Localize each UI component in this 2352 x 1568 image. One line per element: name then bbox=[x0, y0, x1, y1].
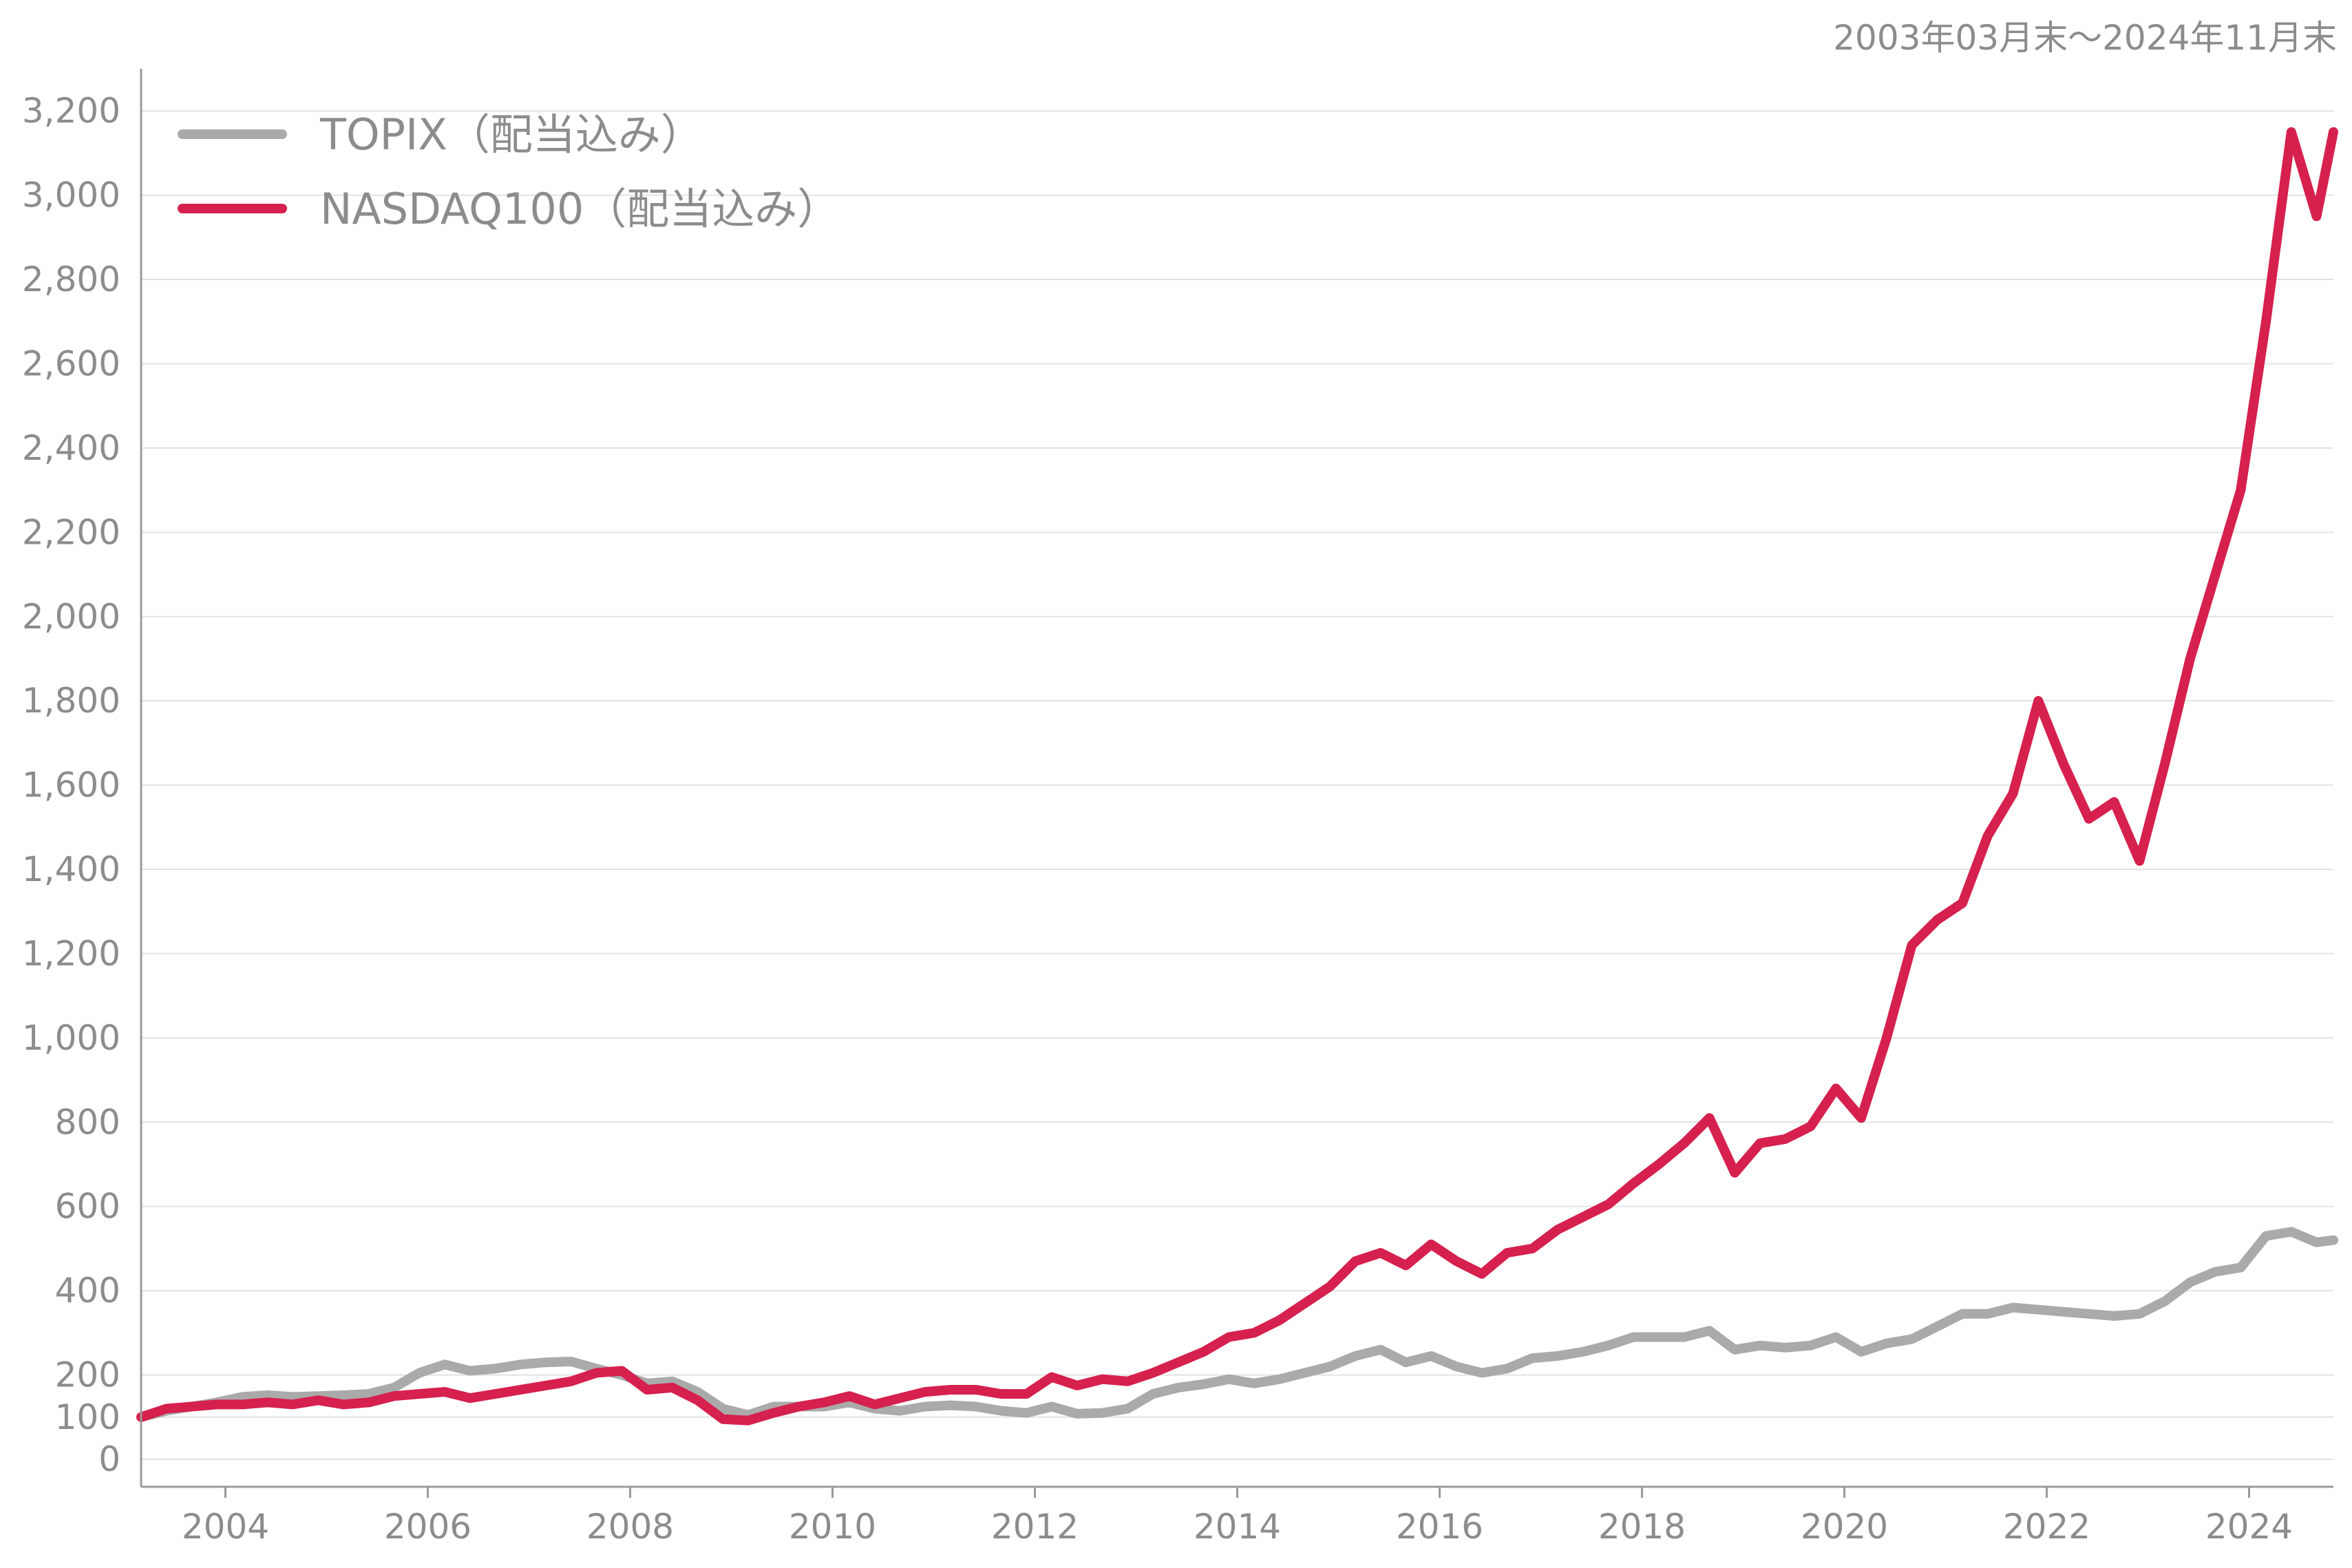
legend-label: NASDAQ100（配当込み） bbox=[320, 184, 840, 234]
x-tick-label: 2020 bbox=[1801, 1507, 1888, 1547]
y-tick-label: 1,600 bbox=[22, 765, 120, 805]
gridlines bbox=[141, 110, 2333, 1460]
series-line-topix bbox=[136, 1227, 2338, 1422]
y-tick-label: 2,400 bbox=[22, 428, 120, 468]
y-tick-label: 0 bbox=[98, 1439, 120, 1479]
y-tick-label: 1,400 bbox=[22, 849, 120, 889]
x-tick-label: 2008 bbox=[586, 1507, 674, 1547]
x-tick-label: 2004 bbox=[182, 1507, 269, 1547]
x-tick-label: 2022 bbox=[2003, 1507, 2090, 1547]
y-tick-label: 200 bbox=[55, 1355, 120, 1395]
x-tick-label: 2014 bbox=[1194, 1507, 1281, 1547]
y-tick-label: 2,800 bbox=[22, 259, 120, 299]
y-tick-label: 1,000 bbox=[22, 1018, 120, 1058]
x-tick-label: 2018 bbox=[1598, 1507, 1686, 1547]
y-tick-label: 2,000 bbox=[22, 597, 120, 637]
y-tick-label: 2,600 bbox=[22, 343, 120, 383]
legend: TOPIX（配当込み） NASDAQ100（配当込み） bbox=[178, 109, 840, 234]
x-tick-label: 2024 bbox=[2205, 1507, 2293, 1547]
y-tick-label: 600 bbox=[55, 1187, 120, 1227]
series-lines bbox=[136, 127, 2338, 1426]
y-tick-label: 1,800 bbox=[22, 681, 120, 721]
y-tick-label: 1,200 bbox=[22, 933, 120, 973]
period-label: 2003年03月末～2024年11月末 bbox=[1833, 18, 2337, 58]
x-tick-label: 2006 bbox=[384, 1507, 472, 1547]
y-tick-label: 3,200 bbox=[22, 91, 120, 131]
series-line-nasdaq100 bbox=[136, 127, 2338, 1426]
y-tick-label: 800 bbox=[55, 1102, 120, 1142]
y-tick-label: 100 bbox=[55, 1397, 120, 1437]
x-axis-tick-labels: 2004 2006 2008 2010 2012 2014 2016 2018 2020 2022… bbox=[182, 1487, 2293, 1547]
legend-label: TOPIX（配当込み） bbox=[319, 109, 703, 160]
y-tick-label: 400 bbox=[55, 1271, 120, 1311]
x-tick-label: 2010 bbox=[789, 1507, 876, 1547]
x-tick-label: 2012 bbox=[991, 1507, 1079, 1547]
y-tick-label: 3,000 bbox=[22, 176, 120, 215]
x-tick-label: 2016 bbox=[1396, 1507, 1483, 1547]
y-tick-label: 2,200 bbox=[22, 512, 120, 552]
